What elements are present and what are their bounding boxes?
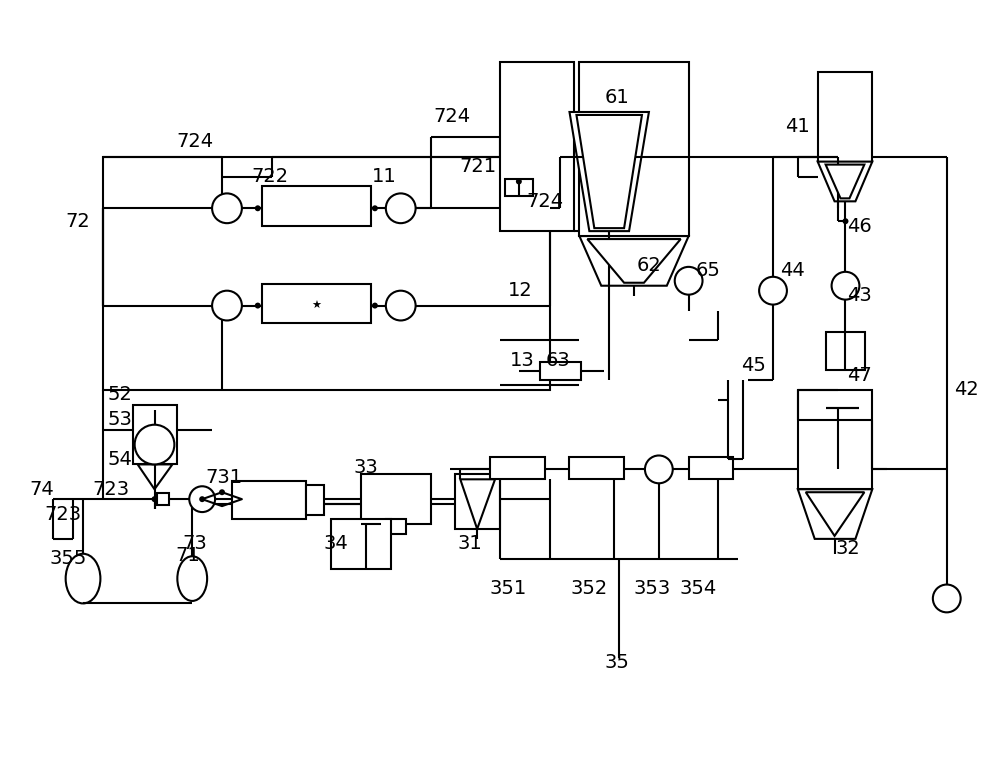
Text: 724: 724 — [526, 192, 563, 211]
Circle shape — [843, 218, 848, 224]
Polygon shape — [587, 239, 681, 283]
Ellipse shape — [66, 554, 100, 604]
Text: 13: 13 — [509, 350, 534, 370]
Circle shape — [675, 267, 703, 295]
Polygon shape — [460, 479, 495, 529]
Circle shape — [372, 303, 378, 309]
Text: 35: 35 — [605, 654, 630, 672]
Text: 41: 41 — [785, 117, 810, 136]
Circle shape — [152, 496, 157, 502]
Text: 353: 353 — [633, 579, 671, 598]
Text: 11: 11 — [371, 167, 396, 186]
Text: ★: ★ — [311, 300, 321, 310]
Circle shape — [933, 584, 961, 612]
Bar — [505, 179, 533, 196]
Text: 724: 724 — [177, 132, 214, 151]
Bar — [103, 156, 550, 390]
Bar — [331, 519, 391, 569]
Bar — [818, 72, 872, 162]
Text: 71: 71 — [175, 546, 200, 565]
Text: 724: 724 — [434, 108, 471, 126]
Bar — [262, 186, 371, 226]
Text: 52: 52 — [107, 386, 132, 404]
Text: 351: 351 — [489, 579, 527, 598]
Circle shape — [516, 179, 522, 185]
Text: 42: 42 — [954, 380, 979, 400]
Bar — [262, 283, 371, 323]
Text: 74: 74 — [29, 480, 54, 499]
Bar — [798, 390, 872, 489]
Text: 65: 65 — [696, 261, 721, 280]
Circle shape — [255, 206, 261, 211]
Circle shape — [212, 193, 242, 223]
Circle shape — [386, 193, 416, 223]
Bar — [540, 362, 581, 380]
Bar — [157, 494, 169, 505]
Text: 54: 54 — [107, 450, 132, 469]
Text: 721: 721 — [460, 157, 497, 176]
Text: 34: 34 — [324, 534, 349, 554]
Text: 352: 352 — [571, 579, 608, 598]
Text: 12: 12 — [507, 281, 532, 300]
Circle shape — [386, 291, 416, 320]
Text: 47: 47 — [847, 366, 872, 384]
Polygon shape — [798, 489, 872, 539]
Text: 72: 72 — [66, 212, 90, 231]
Polygon shape — [138, 464, 172, 489]
Text: 53: 53 — [107, 410, 132, 429]
Bar — [232, 481, 306, 519]
Text: 43: 43 — [847, 286, 872, 305]
Circle shape — [255, 303, 261, 309]
Bar — [569, 457, 624, 479]
Polygon shape — [569, 112, 649, 231]
Bar — [386, 519, 406, 534]
Text: 44: 44 — [780, 261, 805, 280]
Bar — [500, 62, 574, 231]
Circle shape — [219, 489, 225, 495]
Text: 32: 32 — [835, 539, 860, 558]
Ellipse shape — [177, 556, 207, 601]
Text: 45: 45 — [741, 356, 766, 375]
Text: 63: 63 — [545, 350, 570, 370]
Text: 73: 73 — [183, 534, 208, 554]
Bar — [490, 457, 545, 479]
Polygon shape — [818, 162, 872, 201]
Text: 31: 31 — [458, 534, 483, 554]
Text: 33: 33 — [354, 458, 378, 477]
Bar — [361, 474, 431, 524]
Circle shape — [212, 291, 242, 320]
Circle shape — [199, 496, 205, 502]
Polygon shape — [579, 236, 689, 286]
Circle shape — [645, 456, 673, 484]
Polygon shape — [826, 165, 864, 199]
Bar — [133, 405, 177, 464]
Bar — [579, 62, 689, 236]
Text: 61: 61 — [605, 88, 630, 106]
Text: 723: 723 — [45, 504, 82, 524]
Text: 723: 723 — [92, 480, 129, 499]
Polygon shape — [576, 115, 642, 228]
Bar — [689, 457, 733, 479]
Circle shape — [189, 487, 215, 512]
Circle shape — [372, 206, 378, 211]
Bar — [306, 485, 324, 515]
Bar — [826, 333, 865, 370]
Polygon shape — [806, 492, 864, 536]
Circle shape — [759, 276, 787, 305]
Circle shape — [832, 272, 859, 300]
Circle shape — [135, 425, 174, 464]
Text: 354: 354 — [680, 579, 717, 598]
Bar — [455, 474, 500, 529]
Text: 722: 722 — [251, 167, 288, 186]
Text: 62: 62 — [637, 256, 661, 276]
Text: 731: 731 — [205, 468, 243, 487]
Text: 355: 355 — [49, 549, 87, 568]
Text: 46: 46 — [847, 216, 872, 236]
